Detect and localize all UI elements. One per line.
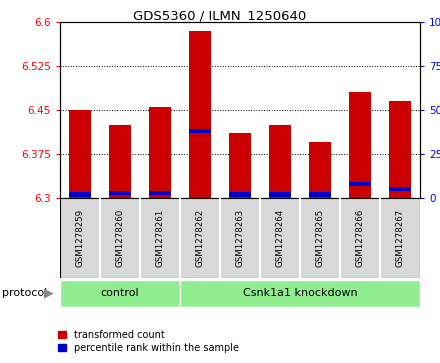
Bar — [69, 110, 91, 198]
Text: GSM1278259: GSM1278259 — [76, 209, 84, 267]
Bar — [109, 125, 131, 198]
Text: GSM1278267: GSM1278267 — [396, 209, 404, 267]
Text: ▶: ▶ — [44, 286, 54, 299]
Text: GSM1278263: GSM1278263 — [235, 209, 245, 267]
Legend: transformed count, percentile rank within the sample: transformed count, percentile rank withi… — [58, 330, 239, 353]
Bar — [149, 107, 171, 198]
Bar — [69, 192, 91, 196]
Bar — [229, 134, 251, 198]
FancyBboxPatch shape — [60, 198, 420, 278]
Bar — [349, 182, 371, 186]
FancyBboxPatch shape — [60, 280, 180, 306]
Bar — [309, 142, 331, 198]
Bar — [269, 125, 291, 198]
Text: GDS5360 / ILMN_1250640: GDS5360 / ILMN_1250640 — [133, 9, 307, 22]
Bar — [269, 192, 291, 196]
Bar — [389, 187, 411, 191]
Text: GSM1278264: GSM1278264 — [275, 209, 285, 267]
Bar — [189, 31, 211, 198]
Bar — [189, 129, 211, 133]
Bar — [309, 192, 331, 196]
Text: GSM1278265: GSM1278265 — [315, 209, 325, 267]
Bar — [229, 192, 251, 196]
Text: GSM1278261: GSM1278261 — [155, 209, 165, 267]
Text: protocol: protocol — [2, 288, 48, 298]
Bar — [349, 93, 371, 198]
Bar — [149, 191, 171, 195]
Bar — [109, 191, 131, 195]
Text: control: control — [101, 288, 139, 298]
Text: Csnk1a1 knockdown: Csnk1a1 knockdown — [243, 288, 357, 298]
Text: GSM1278266: GSM1278266 — [356, 209, 364, 267]
FancyBboxPatch shape — [180, 280, 420, 306]
Text: GSM1278260: GSM1278260 — [115, 209, 125, 267]
Bar — [389, 101, 411, 198]
Text: GSM1278262: GSM1278262 — [195, 209, 205, 267]
